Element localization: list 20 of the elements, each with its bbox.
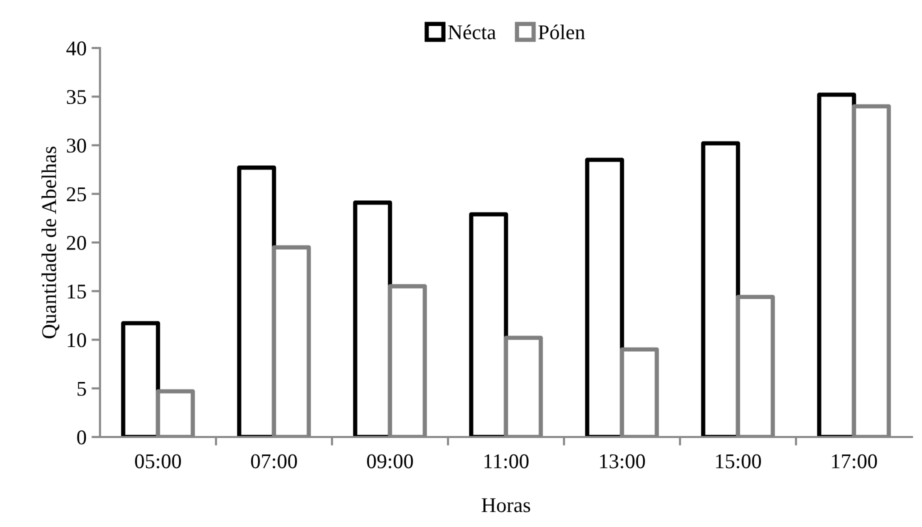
x-axis-title: Horas (482, 498, 530, 512)
y-tick-label: 10 (68, 333, 86, 348)
y-tick-label: 15 (68, 284, 86, 299)
y-tick-label: 40 (66, 41, 86, 56)
x-tick-label: 11:00 (484, 454, 529, 468)
y-axis-title: Quantidade de Abelhas (42, 146, 60, 338)
legend-label: Nécta (448, 24, 496, 40)
y-tick-label: 20 (66, 236, 86, 250)
legend-label: Pólen (538, 24, 585, 40)
x-tick-label: 07:00 (251, 454, 297, 468)
x-tick-label: 05:00 (135, 454, 181, 468)
y-tick-label: 25 (66, 187, 86, 202)
x-tick-label: 13:00 (600, 454, 645, 468)
x-tick-label: 17:00 (832, 454, 877, 468)
y-tick-label: 0 (77, 430, 86, 444)
y-tick-label: 5 (78, 382, 86, 396)
x-tick-label: 09:00 (367, 454, 413, 468)
x-tick-label: 15:00 (716, 454, 761, 468)
y-tick-label: 30 (66, 138, 86, 153)
y-tick-label: 35 (66, 90, 86, 104)
